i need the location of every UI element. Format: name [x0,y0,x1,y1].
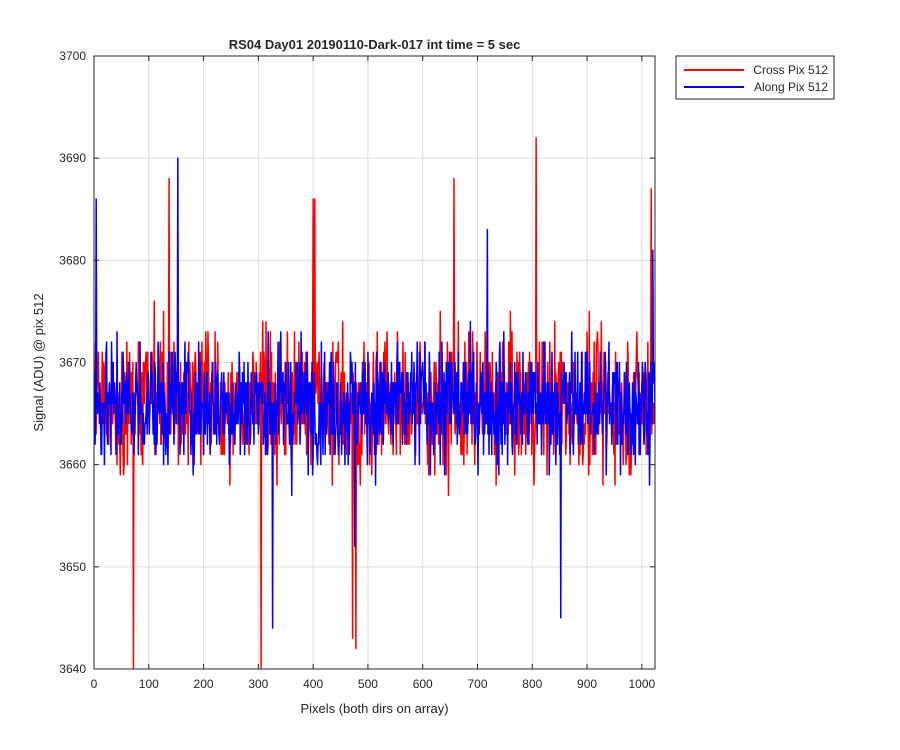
x-tick-label: 500 [358,677,378,691]
x-axis-ticks: 0 100 200 300 400 500 600 700 800 900 1000 [91,56,656,691]
y-tick-label: 3690 [59,151,86,165]
y-tick-label: 3650 [59,560,86,574]
x-tick-label: 0 [91,677,98,691]
x-tick-label: 700 [467,677,487,691]
legend: Cross Pix 512 Along Pix 512 [675,55,835,100]
x-tick-label: 600 [413,677,433,691]
y-axis-ticks: 3640 3650 3660 3670 3680 3690 3700 [59,49,655,676]
x-tick-label: 1000 [629,677,656,691]
x-axis-label: Pixels (both dirs on array) [300,701,448,716]
x-tick-label: 400 [303,677,323,691]
y-tick-label: 3660 [59,458,86,472]
legend-entry-cross: Cross Pix 512 [753,63,828,77]
series-group [94,136,655,669]
series-line-along [94,157,655,629]
y-tick-label: 3700 [59,49,86,63]
y-tick-label: 3640 [59,662,86,676]
x-tick-label: 300 [248,677,268,691]
x-tick-label: 100 [139,677,159,691]
y-axis-label: Signal (ADU) @ pix 512 [31,293,46,431]
x-tick-label: 200 [194,677,214,691]
x-tick-label: 900 [577,677,597,691]
y-tick-label: 3680 [59,253,86,267]
legend-entry-along: Along Pix 512 [754,80,828,94]
legend-box [675,55,835,100]
chart-title: RS04 Day01 20190110-Dark-017 int time = … [229,37,521,52]
y-tick-label: 3670 [59,356,86,370]
x-tick-label: 800 [522,677,542,691]
